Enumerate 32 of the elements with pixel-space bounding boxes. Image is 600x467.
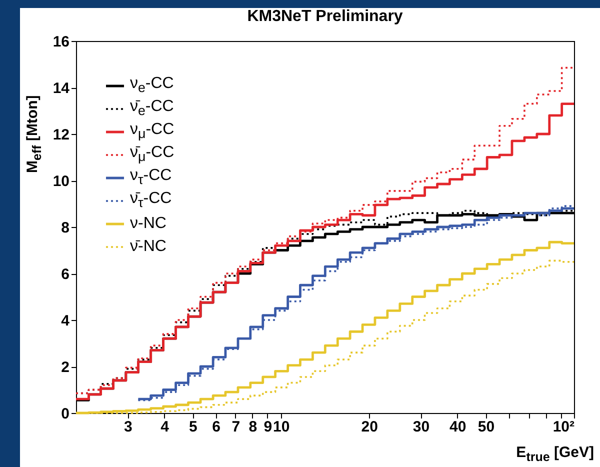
x-axis-title: E$_{true}$ [GeV] bbox=[516, 444, 594, 465]
y-tick-label: 10 bbox=[52, 173, 70, 190]
x-tick-label: 30 bbox=[412, 418, 430, 436]
x-tick-label: 20 bbox=[361, 418, 378, 436]
legend-label: ν$_{τ}$-CC bbox=[130, 167, 172, 188]
y-tick-label: 0 bbox=[61, 406, 70, 422]
x-tick-label: 4 bbox=[160, 418, 170, 436]
legend-label: ν̄$_{e}$-CC bbox=[130, 98, 174, 119]
x-tick-label: 40 bbox=[450, 418, 466, 436]
x-tick-label: 8 bbox=[248, 418, 258, 436]
y-tick-label: 12 bbox=[52, 126, 70, 144]
x-tick-label: 9 bbox=[264, 418, 272, 436]
y-tick-label: 4 bbox=[61, 312, 70, 330]
legend-label: ν̄-NC bbox=[130, 238, 166, 256]
y-tick-label: 2 bbox=[61, 359, 70, 376]
legend-label: ν-NC bbox=[130, 214, 166, 232]
x-tick-label: 5 bbox=[188, 418, 198, 436]
x-tick-label: 10 bbox=[273, 418, 290, 436]
x-tick-label: 3 bbox=[124, 418, 132, 436]
x-tick-label: 10² bbox=[552, 418, 574, 436]
legend-label: ν$_{μ}$-CC bbox=[130, 121, 174, 142]
x-tick-label: 7 bbox=[232, 418, 240, 436]
y-tick-label: 16 bbox=[52, 34, 70, 50]
legend-label: ν̄$_{τ}$-CC bbox=[130, 190, 172, 211]
legend-label: ν̄$_{μ}$-CC bbox=[130, 144, 174, 165]
y-tick-label: 6 bbox=[61, 266, 70, 283]
x-tick-label: 6 bbox=[212, 418, 221, 436]
y-tick-label: 14 bbox=[52, 80, 70, 97]
y-tick-label: 8 bbox=[61, 220, 70, 236]
x-tick-label: 50 bbox=[478, 418, 495, 436]
legend-label: ν$_{e}$-CC bbox=[130, 75, 174, 96]
chart-title: KM3NeT Preliminary bbox=[247, 8, 403, 25]
